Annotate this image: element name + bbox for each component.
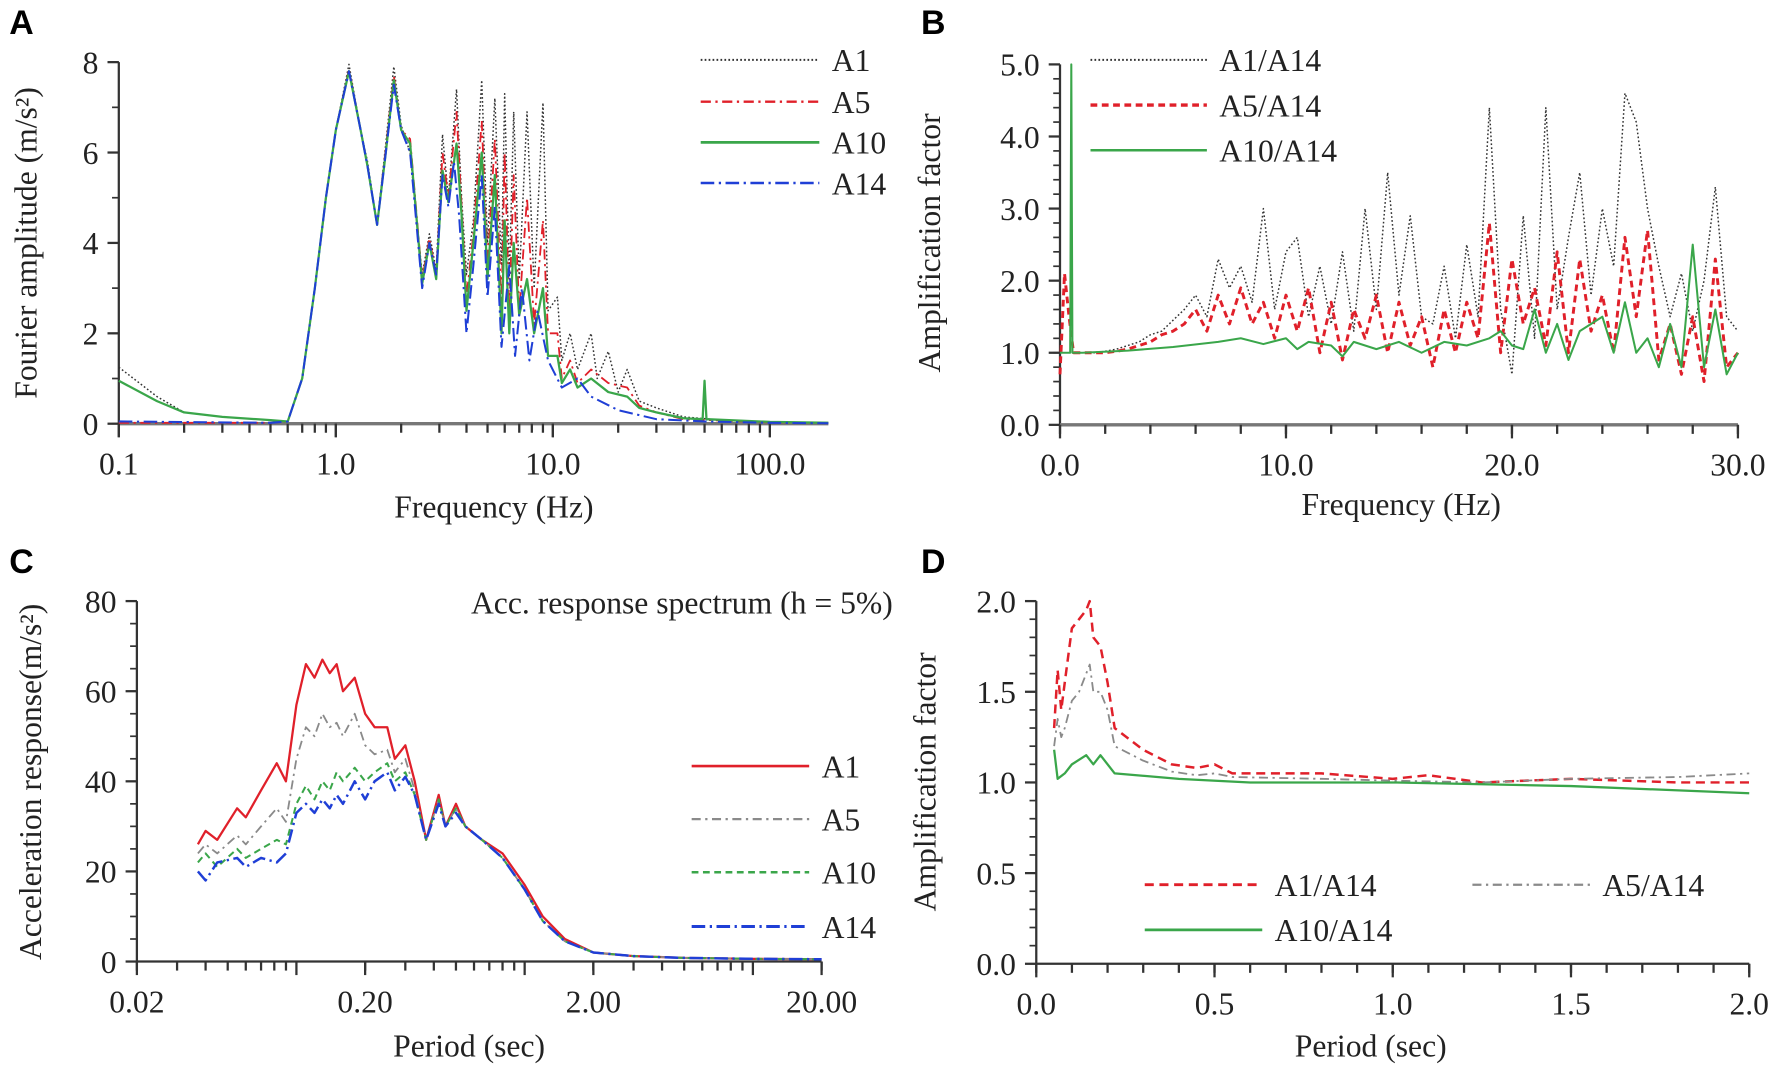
y-tick-label: 2 (83, 317, 99, 352)
series-line-a10 (197, 762, 822, 961)
panel-d-ylabel: Amplification factor (908, 652, 943, 912)
legend-label: A5/A14 (1219, 88, 1321, 123)
y-tick-label: 0.5 (976, 856, 1016, 891)
legend-label: A10 (822, 856, 876, 891)
x-tick-label: 30.0 (1710, 448, 1765, 483)
y-tick-label: 0.0 (976, 947, 1016, 982)
x-tick-label: 10.0 (1258, 448, 1313, 483)
panel-a: 0 2 4 6 8 0.1 1.0 10.0 100.0 A1 A5 A10 A14 (83, 43, 887, 481)
x-tick-label: 20.00 (786, 984, 857, 1019)
panel-c-ylabel: Acceleration response(m/s²) (13, 604, 48, 960)
legend-label: A10 (832, 126, 886, 161)
legend-label: A1/A14 (1275, 868, 1377, 903)
series-line-a5 (118, 68, 829, 424)
panel-b-ylabel: Amplification factor (912, 113, 947, 373)
y-tick-label: 4 (83, 226, 99, 261)
x-tick-label: 0.1 (99, 447, 139, 482)
x-tick-label: 2.00 (566, 984, 621, 1019)
legend-label: A5 (822, 802, 861, 837)
legend-label: A1 (822, 749, 861, 784)
legend-label: A14 (822, 910, 877, 945)
y-tick-label: 0 (83, 407, 99, 442)
legend-label: A10/A14 (1275, 913, 1393, 948)
legend-label: A1 (832, 43, 871, 78)
y-tick-label: 60 (85, 675, 117, 710)
panel-b: 0.0 1.0 2.0 3.0 4.0 5.0 0.0 10.0 20.0 30.0 A1/A14 A… (1000, 43, 1765, 482)
legend-label: A5/A14 (1602, 868, 1704, 903)
panel-a-xlabel: Frequency (Hz) (394, 489, 593, 524)
y-tick-label: 1.0 (1000, 336, 1040, 371)
x-tick-label: 10.0 (525, 447, 580, 482)
panel-c-title: Acc. response spectrum (h = 5%) (471, 586, 893, 621)
x-tick-label: 0.02 (109, 984, 164, 1019)
panel-d: 0.0 0.5 1.0 1.5 2.0 0.0 0.5 1.0 1.5 2.0 A1/A14 A5/A… (976, 584, 1769, 1021)
panel-letter-b: B (921, 4, 945, 42)
series-line-a5-a14 (1053, 663, 1750, 784)
series-line-a1-a14 (1073, 92, 1739, 376)
x-tick-label: 20.0 (1484, 448, 1539, 483)
y-tick-label: 5.0 (1000, 48, 1040, 83)
panel-b-xlabel: Frequency (Hz) (1302, 487, 1501, 522)
y-tick-label: 3.0 (1000, 192, 1040, 227)
y-tick-label: 40 (85, 765, 117, 800)
series-line-a10-a14 (1060, 63, 1739, 376)
y-tick-label: 0.0 (1000, 408, 1040, 443)
panel-d-xlabel: Period (sec) (1295, 1028, 1447, 1063)
x-tick-label: 1.5 (1551, 987, 1591, 1022)
x-tick-label: 1.0 (1373, 987, 1413, 1022)
y-tick-label: 8 (83, 45, 99, 80)
y-tick-label: 2.0 (976, 584, 1016, 619)
panel-letter-d: D (921, 543, 945, 581)
panel-a-ylabel: Fourier amplitude (m/s²) (8, 87, 43, 399)
y-tick-label: 0 (101, 945, 117, 980)
panel-c-xlabel: Period (sec) (393, 1028, 545, 1063)
series-line-a1-a14 (1052, 599, 1750, 784)
y-tick-label: 2.0 (1000, 264, 1040, 299)
x-tick-label: 2.0 (1729, 987, 1769, 1022)
y-tick-label: 80 (85, 584, 117, 619)
x-tick-label: 0.5 (1195, 987, 1235, 1022)
series-line-a14 (118, 70, 829, 425)
series-line-a10 (118, 70, 829, 424)
x-tick-label: 0.20 (337, 984, 392, 1019)
legend-label: A1/A14 (1219, 43, 1321, 78)
y-tick-label: 6 (83, 136, 99, 171)
legend-label: A10/A14 (1219, 134, 1337, 169)
legend-label: A5 (832, 85, 871, 120)
x-tick-label: 0.0 (1017, 987, 1057, 1022)
series-line-a5-a14 (1058, 221, 1740, 384)
legend-label: A14 (832, 166, 887, 201)
x-tick-label: 100.0 (734, 447, 805, 482)
x-tick-label: 0.0 (1040, 448, 1080, 483)
series-line-a10-a14 (1053, 749, 1750, 795)
series-line-a14 (196, 771, 822, 961)
y-tick-label: 4.0 (1000, 120, 1040, 155)
x-tick-label: 1.0 (316, 447, 356, 482)
y-tick-label: 1.5 (976, 675, 1016, 710)
panel-letter-a: A (9, 4, 33, 42)
panel-letter-c: C (9, 543, 33, 581)
panel-c: 0 20 40 60 80 0.02 0.20 2.00 20.00 A1 A5 A10 A14 (85, 584, 876, 1019)
y-tick-label: 1.0 (976, 766, 1016, 801)
series-line-a1 (196, 658, 822, 961)
y-tick-label: 20 (85, 855, 117, 890)
